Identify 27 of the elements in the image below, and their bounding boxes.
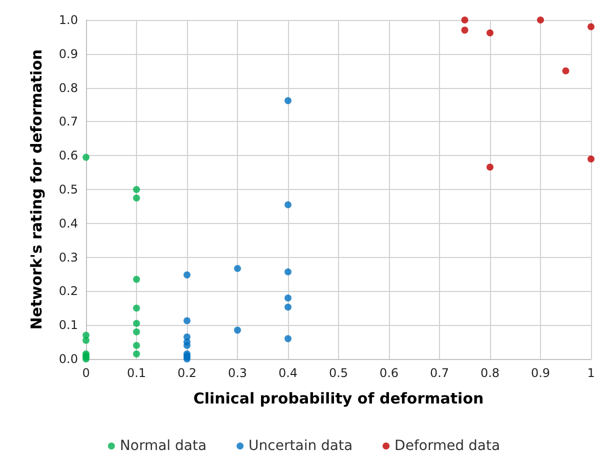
x-tick-label: 0.7 [430, 366, 450, 380]
x-tick-label: 0.2 [177, 366, 197, 380]
y-tick-label: 0.7 [58, 114, 78, 129]
x-tick-label: 0.8 [480, 366, 500, 380]
y-tick-label: 0.4 [58, 216, 78, 230]
x-tick-label: 0.9 [530, 366, 550, 380]
x-tick-label: 0.6 [379, 366, 399, 380]
y-tick-label: 0.1 [58, 318, 78, 332]
x-tick-label: 0.1 [126, 366, 146, 380]
x-tick-label: 0.5 [328, 366, 348, 380]
y-tick-label: 0.8 [58, 80, 78, 95]
x-axis-title: Clinical probability of deformation [193, 390, 484, 408]
legend-label: Uncertain data [248, 438, 353, 454]
legend-label: Deformed data [394, 438, 500, 454]
y-tick-label: 0.5 [58, 182, 78, 196]
y-axis-title: Network's rating for deformation [28, 49, 46, 330]
y-tick-label: 1.0 [58, 13, 78, 27]
x-tick-label: 0 [82, 366, 90, 380]
y-tick-label: 0.9 [58, 46, 78, 61]
legend-label: Normal data [120, 438, 207, 454]
x-tick-label: 0.3 [228, 366, 248, 380]
x-tick-label: 1 [587, 366, 595, 380]
y-tick-label: 0.0 [58, 352, 78, 366]
y-tick-label: 0.6 [58, 148, 78, 163]
x-tick-label: 0.4 [278, 366, 298, 380]
y-tick-label: 0.2 [58, 284, 78, 298]
y-tick-label: 0.3 [58, 250, 78, 264]
